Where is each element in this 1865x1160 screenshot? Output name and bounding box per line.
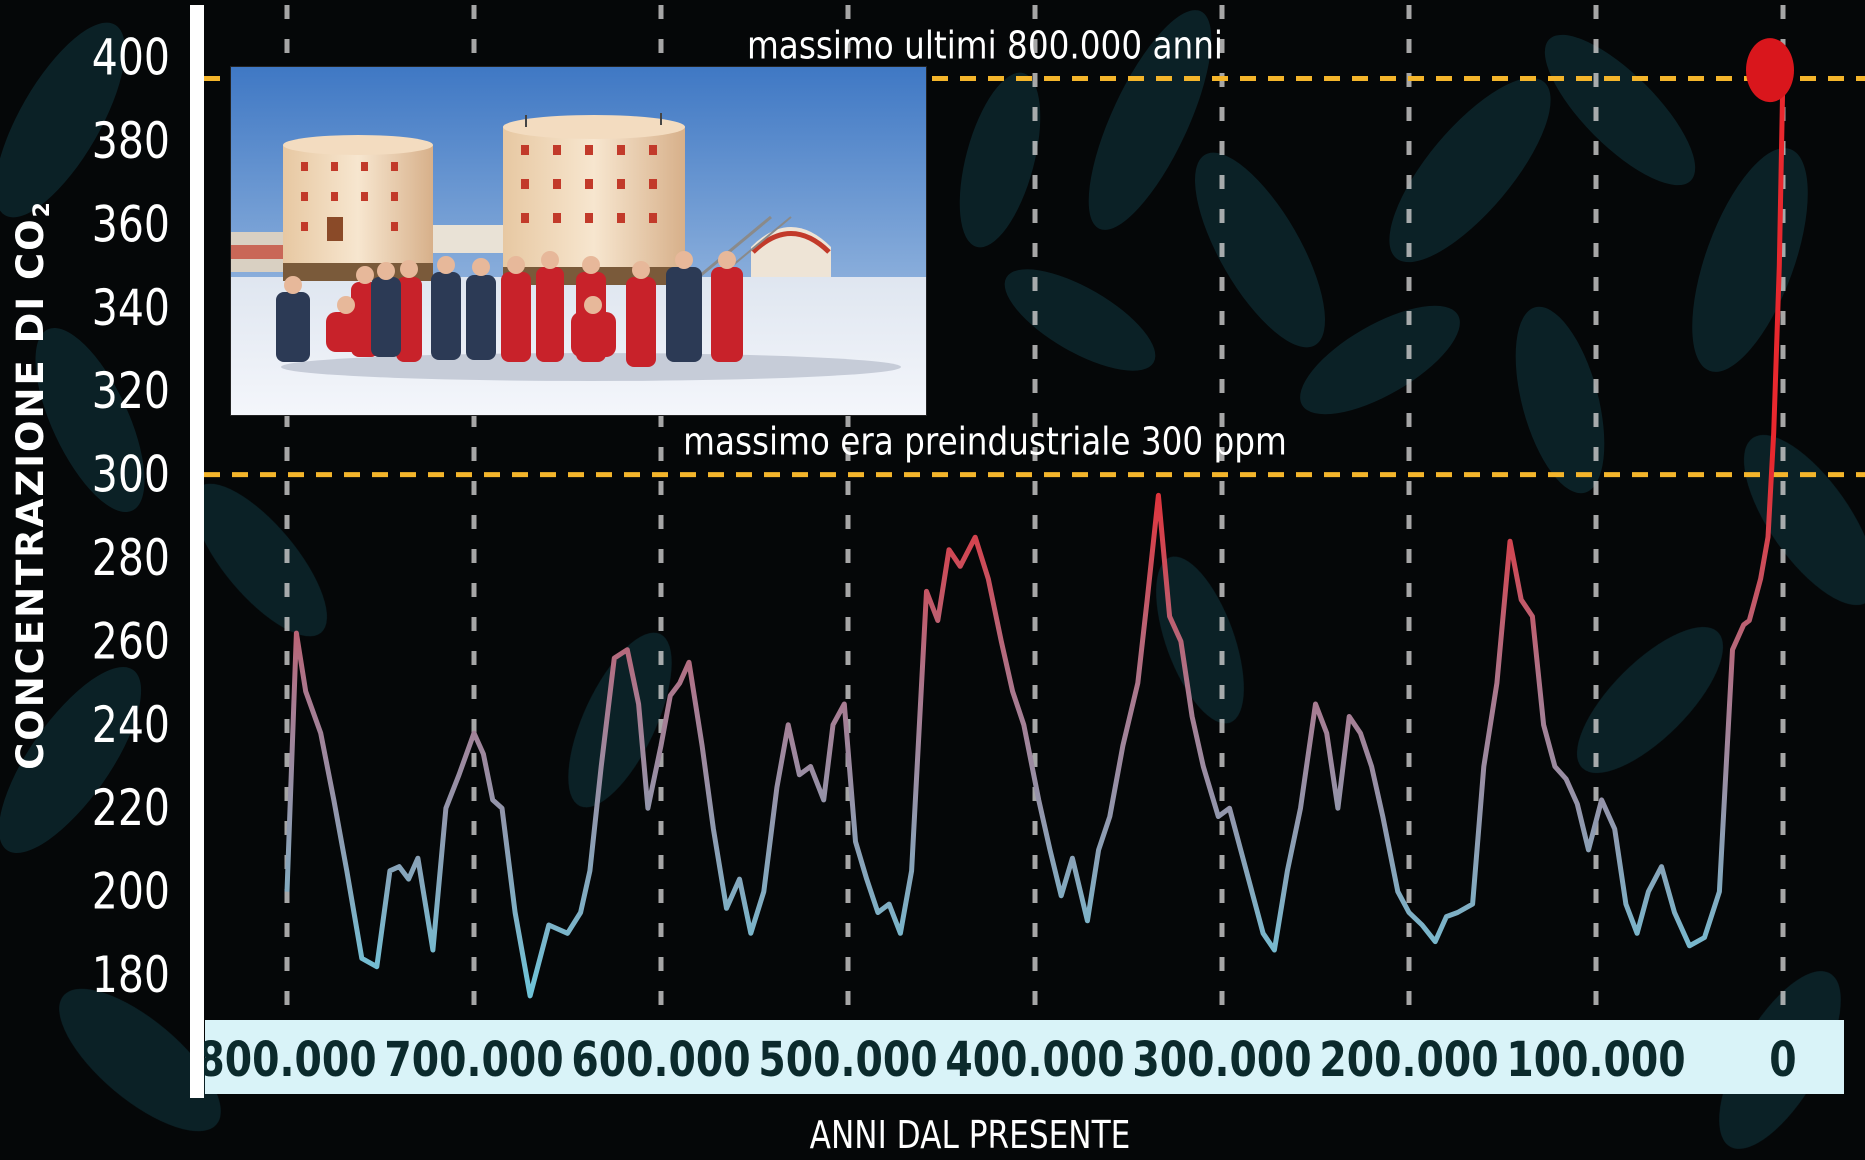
y-tick-label: 260: [92, 612, 170, 670]
x-tick-label: 100.000: [1506, 1032, 1685, 1088]
y-tick-label: 340: [92, 279, 170, 337]
y-tick-label: 280: [92, 529, 170, 587]
x-tick-label: 800.000: [197, 1032, 376, 1088]
y-tick-label: 240: [92, 696, 170, 754]
x-tick-label: 400.000: [945, 1032, 1124, 1088]
annotations: massimo ultimi 800.000 anni massimo era p…: [683, 24, 1287, 464]
y-tick-labels: 400 380 360 340 320 300 280 260 240 220 200 180: [92, 29, 170, 1004]
y-tick-label: 400: [92, 29, 170, 87]
y-tick-label: 180: [92, 946, 170, 1004]
x-axis-title: ANNI DAL PRESENTE: [809, 1113, 1131, 1157]
y-axis-line: [190, 5, 204, 1098]
current-co2-marker: [1746, 38, 1794, 103]
annotation-label: massimo ultimi 800.000 anni: [747, 24, 1223, 68]
x-tick-label: 500.000: [758, 1032, 937, 1088]
series-layer: [284, 38, 1794, 999]
x-axis-band: [205, 1020, 1844, 1094]
x-tick-labels: 800.000 700.000 600.000 500.000 400.000 300.0…: [197, 1032, 1796, 1088]
y-tick-label: 200: [92, 863, 170, 921]
co2-series-line: [284, 70, 1786, 999]
x-tick-label: 200.000: [1319, 1032, 1498, 1088]
x-tick-label: 300.000: [1132, 1032, 1311, 1088]
station-photo-image: [231, 67, 926, 415]
y-tick-label: 220: [92, 779, 170, 837]
x-tick-label: 700.000: [384, 1032, 563, 1088]
guide-lines: [204, 75, 1865, 478]
annotation-label: massimo era preindustriale 300 ppm: [683, 420, 1287, 464]
x-tick-label: 600.000: [571, 1032, 750, 1088]
y-tick-label: 320: [92, 362, 170, 420]
antarctic-station-photo: [230, 66, 927, 416]
x-tick-label: 0: [1769, 1032, 1796, 1088]
y-tick-label: 380: [92, 112, 170, 170]
y-tick-label: 360: [92, 195, 170, 253]
y-tick-label: 300: [92, 446, 170, 504]
